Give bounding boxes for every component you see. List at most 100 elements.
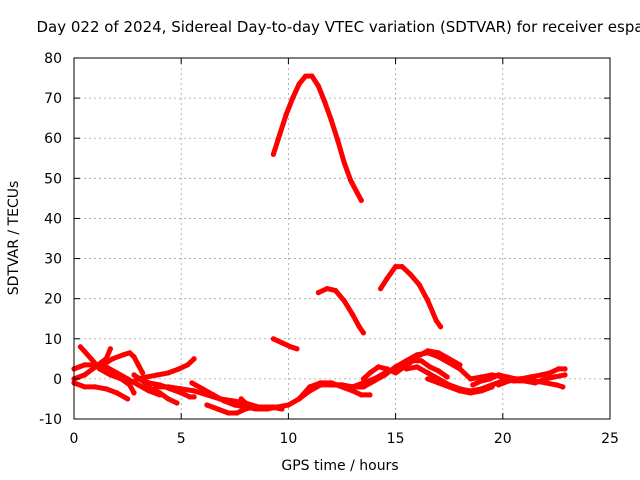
data-point (433, 318, 439, 324)
data-point (427, 364, 433, 370)
x-tick-label: 15 (387, 431, 405, 447)
data-point (110, 356, 116, 362)
data-point (287, 344, 294, 350)
y-tick-label: 80 (44, 51, 62, 67)
data-point (322, 99, 328, 105)
data-point (118, 376, 124, 382)
data-point (127, 382, 133, 388)
data-point (191, 394, 197, 400)
data-point (384, 366, 390, 372)
data-point (521, 378, 527, 384)
data-point (435, 368, 442, 374)
data-point (114, 390, 120, 396)
data-point (275, 404, 281, 410)
data-point (487, 376, 493, 382)
data-point (489, 384, 495, 390)
data-point (414, 354, 420, 360)
data-point (189, 380, 195, 386)
data-point (225, 410, 231, 416)
data-point (555, 366, 562, 372)
data-point (296, 396, 302, 402)
data-point (367, 370, 373, 376)
data-point (120, 352, 126, 358)
data-point (107, 346, 113, 352)
series-line-arc-short (270, 336, 300, 352)
y-tick-label: 70 (44, 91, 62, 107)
data-point (468, 376, 474, 382)
x-tick-label: 10 (279, 431, 297, 447)
data-point (165, 396, 171, 402)
data-point (410, 358, 416, 364)
y-axis-label: SDTVAR / TECUs (6, 181, 22, 296)
data-point (408, 272, 414, 278)
data-point (131, 390, 137, 396)
data-point (444, 374, 450, 380)
data-point (358, 197, 364, 203)
data-series (71, 73, 568, 416)
data-point (82, 384, 88, 390)
data-point (264, 404, 270, 410)
data-point (339, 382, 345, 388)
data-point (425, 376, 431, 382)
data-point (333, 288, 339, 294)
data-point (356, 324, 362, 330)
data-point (324, 286, 330, 292)
data-point (148, 386, 154, 392)
y-tick-label: 20 (44, 292, 62, 308)
data-point (82, 362, 88, 368)
data-point (358, 392, 364, 398)
data-point (378, 286, 384, 292)
data-point (131, 372, 137, 378)
x-axis-label: GPS time / hours (281, 458, 398, 474)
data-point (191, 388, 197, 394)
data-point (328, 382, 334, 388)
data-point (242, 406, 249, 412)
data-point (238, 396, 244, 402)
data-point (457, 362, 463, 368)
data-point (399, 264, 405, 270)
data-point (277, 131, 283, 137)
series-line-arc-low-3 (71, 380, 131, 402)
data-point (403, 366, 409, 372)
data-point (348, 177, 354, 183)
data-point (560, 384, 566, 390)
data-point (553, 382, 560, 388)
data-point (435, 380, 442, 386)
data-point (296, 81, 302, 87)
data-point (547, 370, 553, 376)
data-point (393, 264, 399, 270)
data-point (152, 384, 159, 390)
data-point (176, 366, 182, 372)
data-point (294, 346, 300, 352)
data-point (309, 73, 315, 79)
data-point (478, 388, 484, 394)
data-point (315, 83, 321, 89)
data-point (187, 394, 193, 400)
data-point (341, 298, 347, 304)
data-point (77, 344, 83, 350)
data-point (107, 372, 113, 378)
data-point (360, 380, 366, 386)
y-tick-label: 60 (44, 131, 62, 147)
data-point (504, 374, 510, 380)
data-point (103, 386, 109, 392)
data-point (350, 312, 356, 318)
y-tick-label: 0 (53, 372, 62, 388)
data-point (290, 95, 296, 101)
data-point (204, 402, 210, 408)
data-point (174, 400, 180, 406)
data-point (165, 384, 171, 390)
data-point (478, 378, 484, 384)
data-point (393, 370, 399, 376)
data-point (178, 386, 184, 392)
data-point (416, 282, 422, 288)
data-point (92, 384, 98, 390)
data-point (127, 350, 133, 356)
data-point (350, 384, 356, 390)
data-point (285, 402, 291, 408)
y-tick-label: 40 (44, 211, 62, 227)
data-point (185, 362, 191, 368)
data-point (457, 388, 463, 394)
data-point (350, 388, 356, 394)
data-point (341, 159, 347, 165)
